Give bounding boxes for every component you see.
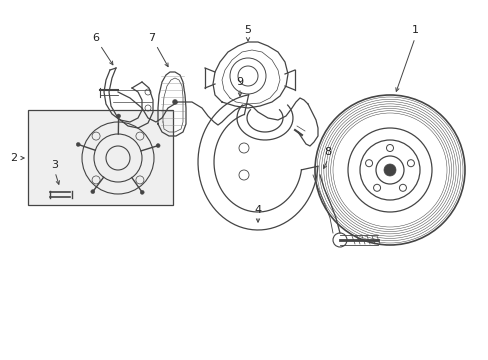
Circle shape bbox=[399, 184, 406, 191]
Text: 8: 8 bbox=[324, 147, 331, 157]
Circle shape bbox=[386, 144, 393, 152]
Text: 6: 6 bbox=[92, 33, 99, 43]
Circle shape bbox=[383, 164, 395, 176]
Circle shape bbox=[172, 99, 177, 104]
Circle shape bbox=[156, 144, 160, 148]
Circle shape bbox=[365, 160, 372, 167]
Text: 7: 7 bbox=[148, 33, 155, 43]
Circle shape bbox=[116, 114, 121, 118]
Text: 3: 3 bbox=[51, 160, 59, 170]
Circle shape bbox=[407, 160, 413, 167]
Circle shape bbox=[76, 143, 80, 147]
Text: 5: 5 bbox=[244, 25, 251, 35]
Text: 9: 9 bbox=[236, 77, 243, 87]
Circle shape bbox=[373, 184, 380, 191]
Circle shape bbox=[140, 190, 144, 194]
Bar bbox=[28, 110, 173, 205]
Text: 1: 1 bbox=[411, 25, 418, 35]
Circle shape bbox=[91, 190, 95, 194]
Text: 2: 2 bbox=[10, 153, 18, 163]
Text: 4: 4 bbox=[254, 205, 261, 215]
